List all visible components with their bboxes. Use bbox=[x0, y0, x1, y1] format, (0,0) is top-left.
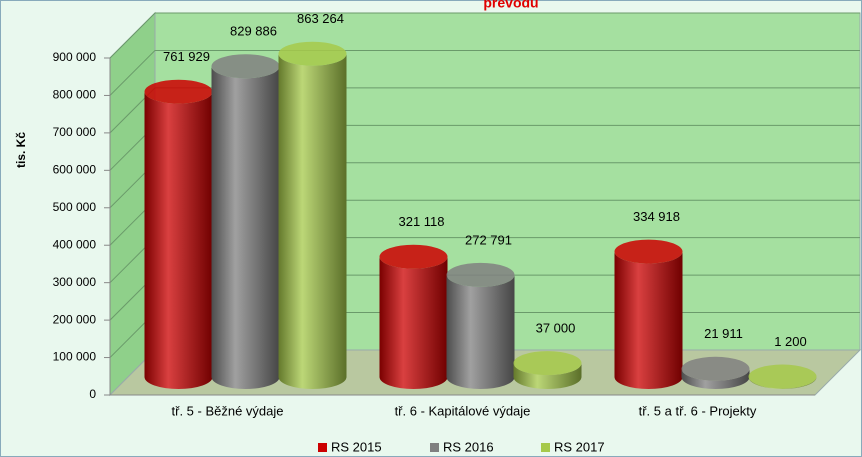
y-tick-label: 400 000 bbox=[53, 237, 97, 251]
data-label: 272 791 bbox=[465, 232, 512, 247]
legend-swatch bbox=[541, 443, 550, 452]
y-tick-label: 900 000 bbox=[53, 50, 97, 64]
bar bbox=[144, 91, 213, 389]
data-label: 37 000 bbox=[536, 321, 576, 336]
y-tick-label: 300 000 bbox=[53, 275, 97, 289]
bar bbox=[379, 256, 448, 389]
y-tick-label: 700 000 bbox=[53, 125, 97, 139]
data-label: 829 886 bbox=[230, 24, 277, 39]
legend-swatch bbox=[430, 443, 439, 452]
bar bbox=[513, 363, 582, 389]
legend-label: RS 2015 bbox=[331, 439, 382, 454]
bar-top bbox=[211, 54, 280, 79]
y-tick-label: 800 000 bbox=[53, 88, 97, 102]
x-tick-label: tř. 5 - Běžné výdaje bbox=[172, 403, 284, 418]
y-tick-label: 500 000 bbox=[53, 200, 97, 214]
data-label: 334 918 bbox=[633, 209, 680, 224]
bar-top bbox=[446, 262, 515, 287]
chart-title: převodů bbox=[483, 0, 538, 11]
bar-top bbox=[614, 239, 683, 264]
grid-line bbox=[109, 12, 860, 59]
y-tick-label: 200 000 bbox=[53, 312, 97, 326]
legend-swatch bbox=[318, 443, 327, 452]
y-tick-label: 100 000 bbox=[53, 350, 97, 364]
data-label: 863 264 bbox=[297, 11, 344, 26]
x-tick-label: tř. 6 - Kapitálové výdaje bbox=[395, 403, 531, 418]
grid-line bbox=[109, 49, 860, 96]
y-axis-label: tis. Kč bbox=[14, 132, 28, 168]
x-tick-label: tř. 5 a tř. 6 - Projekty bbox=[639, 403, 757, 418]
bar-top bbox=[144, 79, 213, 104]
bar-top bbox=[681, 356, 750, 381]
bar bbox=[446, 274, 515, 389]
data-label: 321 118 bbox=[398, 214, 444, 229]
data-label: 21 911 bbox=[704, 326, 743, 341]
data-label: 761 929 bbox=[163, 49, 210, 64]
bar bbox=[681, 368, 750, 389]
data-label: 1 200 bbox=[774, 334, 807, 349]
bar-top bbox=[278, 41, 347, 66]
legend-label: RS 2016 bbox=[443, 439, 494, 454]
bar-top bbox=[748, 364, 817, 389]
y-tick-label: 0 bbox=[89, 387, 96, 401]
y-tick-label: 600 000 bbox=[53, 163, 97, 177]
bar bbox=[278, 53, 347, 390]
bar-top bbox=[379, 244, 448, 269]
legend-label: RS 2017 bbox=[554, 439, 605, 454]
bar bbox=[614, 251, 683, 389]
bar bbox=[211, 66, 280, 390]
bar-top bbox=[513, 351, 582, 376]
